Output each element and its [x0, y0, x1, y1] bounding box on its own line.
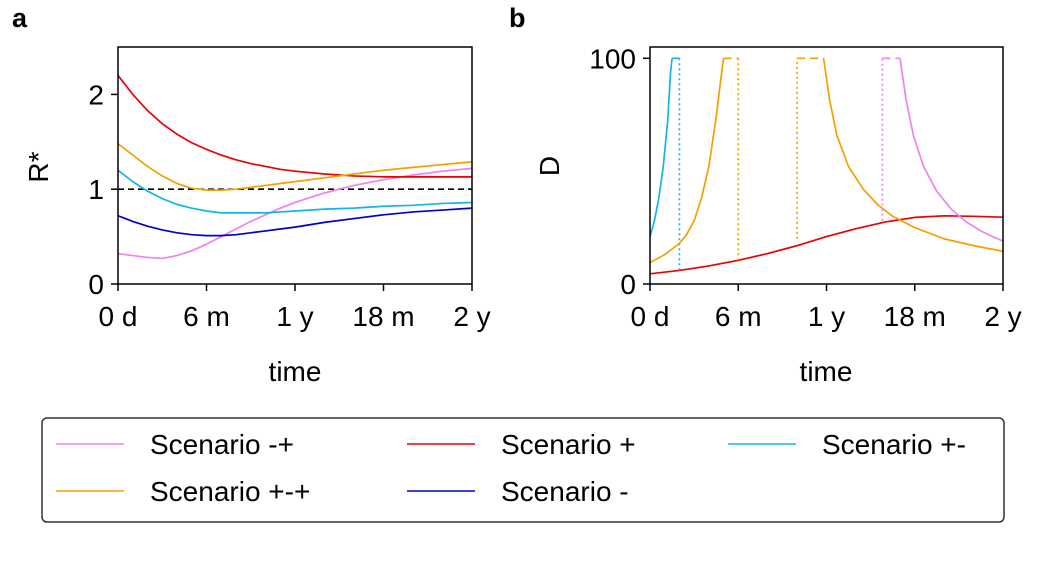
legend-label-scenario-plus: Scenario +	[501, 429, 636, 460]
panel-b-y-axis-label: D	[534, 156, 565, 176]
panel-b-y-tick-label-1: 100	[589, 43, 636, 74]
panel-a-y-tick-label-2: 2	[88, 79, 104, 110]
panel-b-series-scenario-plusminusplus-4	[650, 58, 725, 264]
panel-a-x-axis-label: time	[269, 356, 322, 387]
panel-a-series-scenario-plusminusplus-3	[118, 143, 472, 191]
panel-b-x-tick-label-1: 6 m	[715, 301, 762, 332]
panel-a-letter: a	[12, 3, 28, 33]
panel-b-series-scenario-plusminus-1	[650, 58, 673, 237]
panel-b-letter: b	[509, 3, 526, 33]
panel-b: b 0 d 6 m 1 y 18 m 2 y 0 100 time D	[509, 3, 1022, 387]
panel-a-x-tick-label-1: 6 m	[183, 301, 230, 332]
panel-a-plot-area: 0 d 6 m 1 y 18 m 2 y 0 1 2	[88, 46, 491, 332]
panel-a-x-tick-label-3: 18 m	[352, 301, 414, 332]
panel-b-series-scenario-minusplus-12	[899, 58, 1003, 242]
panel-b-x-tick-label-0: 0 d	[631, 301, 670, 332]
legend: Scenario -+ Scenario + Scenario +- Scena…	[41, 417, 1005, 523]
panel-b-x-axis-label: time	[800, 356, 853, 387]
panel-b-x-tick-label-4: 2 y	[984, 301, 1021, 332]
legend-label-scenario-plus-minus-plus: Scenario +-+	[150, 476, 310, 507]
panel-b-y-tick-label-0: 0	[620, 269, 636, 300]
legend-label-scenario-minus: Scenario -	[501, 476, 629, 507]
panel-a-x-tick-label-0: 0 d	[99, 301, 138, 332]
panel-a-series-scenario-minus-4	[118, 207, 472, 237]
panel-a-series-scenario-minusplus-0	[118, 167, 472, 260]
panel-b-series-scenario-plusminusplus-9	[822, 58, 1003, 253]
panel-b-x-tick-label-3: 18 m	[884, 301, 946, 332]
legend-label-scenario-minus-plus: Scenario -+	[150, 429, 294, 460]
panel-a-series-scenario-plus-1	[118, 74, 472, 178]
panel-a-y-tick-label-0: 0	[88, 269, 104, 300]
legend-label-scenario-plus-minus: Scenario +-	[822, 429, 966, 460]
panel-b-x-tick-label-2: 1 y	[808, 301, 845, 332]
panel-b-series-group	[650, 57, 1003, 275]
panel-a-x-tick-label-4: 2 y	[453, 301, 490, 332]
panel-b-plot-area: 0 d 6 m 1 y 18 m 2 y 0 100	[589, 43, 1021, 332]
panel-a-axes-frame	[117, 46, 473, 285]
panel-a-y-axis-label: R*	[23, 151, 54, 182]
panel-a-x-tick-label-2: 1 y	[276, 301, 313, 332]
panel-b-series-scenario-plus-0	[650, 214, 1003, 275]
panel-a-series-scenario-plusminus-2	[118, 169, 472, 214]
panel-a-y-tick-label-1: 1	[88, 174, 104, 205]
panel-a-series-group	[118, 74, 472, 260]
panel-a: a 0 d 6 m 1 y 18 m 2 y 0 1 2 time R*	[12, 3, 491, 387]
